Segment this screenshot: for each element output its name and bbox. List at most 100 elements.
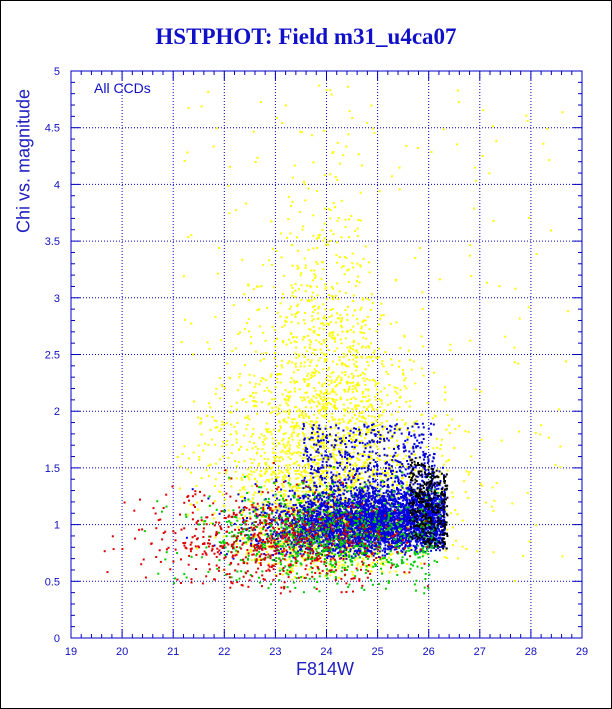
data-point — [294, 425, 297, 428]
data-point — [284, 399, 287, 402]
data-point — [322, 328, 325, 331]
data-point — [277, 476, 280, 479]
data-point — [280, 256, 283, 259]
data-point — [278, 407, 280, 410]
data-point — [325, 89, 328, 92]
data-point — [339, 454, 342, 456]
data-point — [297, 477, 300, 480]
data-point — [364, 486, 367, 489]
data-point — [343, 520, 346, 523]
data-point — [386, 491, 389, 494]
data-point — [357, 375, 360, 377]
data-point — [330, 555, 333, 558]
data-point — [292, 525, 295, 528]
data-point — [327, 420, 330, 423]
data-point — [257, 505, 260, 507]
data-point — [338, 561, 341, 564]
data-point — [334, 206, 336, 209]
data-point — [332, 467, 335, 470]
data-point — [295, 472, 297, 475]
data-point — [345, 489, 348, 492]
data-point — [322, 431, 324, 434]
data-point — [340, 236, 343, 239]
data-point — [335, 294, 338, 297]
data-point — [287, 362, 289, 365]
data-point — [281, 471, 284, 474]
data-point — [389, 497, 392, 500]
data-point — [322, 400, 325, 403]
data-point — [314, 538, 317, 541]
data-point — [213, 419, 216, 422]
data-point — [282, 433, 285, 435]
data-point — [264, 461, 267, 464]
data-point — [306, 454, 309, 457]
data-point — [342, 529, 345, 532]
data-point — [329, 375, 332, 378]
data-point — [263, 451, 266, 454]
data-point — [287, 404, 289, 407]
data-point — [241, 258, 244, 261]
data-point — [295, 336, 298, 339]
data-point — [346, 533, 349, 536]
data-point — [358, 412, 361, 415]
data-point — [347, 485, 350, 488]
data-point — [342, 352, 345, 355]
data-point — [407, 519, 410, 522]
data-point — [336, 488, 338, 491]
data-point — [370, 461, 373, 464]
data-point — [323, 360, 326, 363]
data-point — [250, 435, 253, 438]
data-point — [390, 467, 393, 470]
data-point — [334, 406, 337, 409]
data-point — [389, 402, 392, 405]
data-point — [186, 468, 189, 471]
data-point — [416, 483, 419, 486]
data-point — [190, 322, 193, 325]
data-point — [365, 356, 368, 359]
data-point — [336, 312, 339, 315]
data-point — [522, 554, 525, 557]
data-point — [361, 455, 364, 457]
data-point — [286, 471, 289, 473]
data-point — [354, 480, 357, 483]
data-point — [306, 539, 309, 542]
data-point — [368, 398, 371, 401]
data-point — [281, 439, 284, 442]
data-point — [303, 495, 306, 498]
data-point — [369, 446, 372, 449]
data-point — [343, 466, 346, 469]
data-point — [292, 379, 295, 382]
data-point — [209, 429, 212, 431]
data-point — [286, 512, 289, 515]
data-point — [264, 468, 267, 471]
data-point — [186, 151, 189, 154]
data-point — [337, 498, 340, 500]
data-point — [367, 364, 370, 367]
data-point — [404, 499, 407, 502]
data-point — [269, 375, 272, 378]
data-point — [264, 498, 267, 501]
data-point — [227, 456, 230, 459]
data-point — [301, 411, 303, 414]
data-point — [295, 486, 298, 489]
data-point — [355, 383, 358, 386]
data-point — [209, 463, 212, 466]
data-point — [313, 269, 316, 272]
data-point — [332, 202, 335, 205]
data-point — [243, 434, 246, 437]
data-point — [352, 266, 355, 269]
data-point — [368, 355, 371, 358]
data-point — [357, 275, 360, 278]
data-point — [307, 472, 310, 474]
data-point — [323, 129, 326, 132]
data-point — [298, 414, 301, 417]
data-point — [276, 413, 279, 416]
data-point — [296, 549, 299, 551]
data-point — [366, 470, 369, 473]
data-point — [422, 497, 425, 500]
data-point — [337, 489, 340, 492]
data-point — [325, 322, 328, 325]
data-point — [373, 132, 376, 134]
data-point — [289, 390, 292, 393]
data-point — [303, 425, 305, 428]
